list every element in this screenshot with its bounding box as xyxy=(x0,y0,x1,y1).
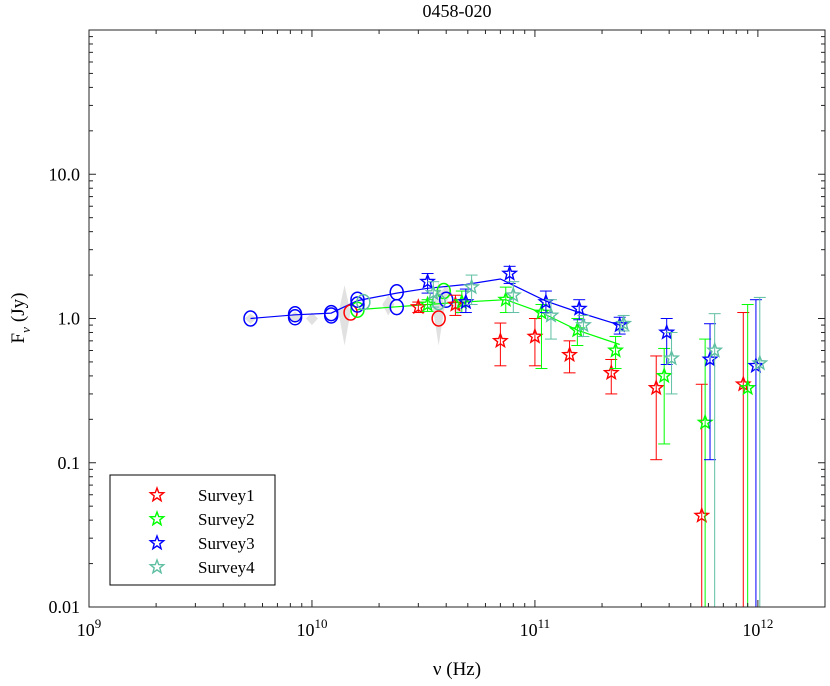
star-point-survey4 xyxy=(504,286,522,303)
background-point xyxy=(382,295,395,316)
star-point-survey1 xyxy=(602,363,620,381)
y-tick-label: 10.0 xyxy=(49,164,81,184)
background-point xyxy=(440,285,453,303)
background-point xyxy=(305,312,318,326)
legend: Survey1 Survey2 Survey3 Survey4 xyxy=(109,474,276,586)
star-point-survey1 xyxy=(647,379,665,396)
star-point-survey1 xyxy=(693,506,711,523)
star-point-survey3 xyxy=(658,323,676,340)
circle-point-survey4 xyxy=(356,293,371,311)
star-point-survey1 xyxy=(526,327,544,344)
star-point-survey3 xyxy=(418,272,437,289)
star-point-survey1 xyxy=(446,295,465,312)
legend-label-survey3: Survey3 xyxy=(198,534,255,553)
star-point-survey4 xyxy=(542,306,560,323)
circle-point-survey3 xyxy=(287,306,303,323)
legend-label-survey4: Survey4 xyxy=(198,558,255,577)
legend-label-survey2: Survey2 xyxy=(198,510,255,529)
star-point-survey3 xyxy=(570,299,588,316)
axes: 109 1010 1011 1012 0.01 0.1 1.0 10.0 xyxy=(49,29,826,640)
legend-marker-survey4 xyxy=(148,557,166,575)
star-point-survey4 xyxy=(662,349,681,366)
star-point-survey4 xyxy=(574,316,593,333)
y-axis-label-main: F xyxy=(8,333,29,344)
legend-marker-survey3 xyxy=(148,533,166,551)
star-point-survey2 xyxy=(606,341,625,358)
star-point-survey4 xyxy=(462,278,481,295)
star-point-survey1 xyxy=(560,345,579,363)
circle-point-survey3 xyxy=(389,284,404,301)
y-tick-label: 0.01 xyxy=(49,597,81,617)
star-point-survey3 xyxy=(501,264,519,281)
star-point-survey4 xyxy=(615,314,633,332)
star-point-survey4 xyxy=(751,354,769,371)
star-point-survey1 xyxy=(491,331,509,349)
star-point-survey4 xyxy=(706,341,724,358)
x-tick-label: 1012 xyxy=(742,616,773,640)
circle-point-survey3 xyxy=(243,310,258,327)
circle-point-survey3 xyxy=(350,296,365,313)
circle-point-survey1 xyxy=(431,310,446,327)
y-axis-label-sub: ν xyxy=(18,327,33,333)
chart-title: 0458-020 xyxy=(423,1,492,21)
x-tick-label: 109 xyxy=(77,616,102,640)
background-point xyxy=(244,313,257,324)
x-tick-label: 1010 xyxy=(296,616,327,640)
legend-box xyxy=(109,474,276,586)
y-tick-label: 0.1 xyxy=(58,453,81,473)
x-tick-label: 1011 xyxy=(520,616,551,640)
y-tick-label: 1.0 xyxy=(58,309,81,329)
circle-point-survey3 xyxy=(438,291,454,308)
legend-label-survey1: Survey1 xyxy=(198,486,255,505)
y-axis-label-unit: (Jy) xyxy=(8,293,29,323)
data-layer xyxy=(243,264,769,607)
y-axis-label: Fν (Jy) xyxy=(8,293,33,344)
star-point-survey4 xyxy=(424,284,442,301)
circle-point-survey3 xyxy=(350,291,365,308)
star-point-survey2 xyxy=(532,303,551,320)
legend-marker-survey1 xyxy=(148,485,166,503)
star-point-survey2 xyxy=(655,366,673,384)
circle-point-survey3 xyxy=(323,304,339,322)
x-axis-label: ν (Hz) xyxy=(433,659,481,680)
svg-text:Fν(Jy): Fν (Jy) xyxy=(8,293,33,344)
legend-marker-survey2 xyxy=(148,509,166,527)
star-point-survey2 xyxy=(739,378,757,396)
